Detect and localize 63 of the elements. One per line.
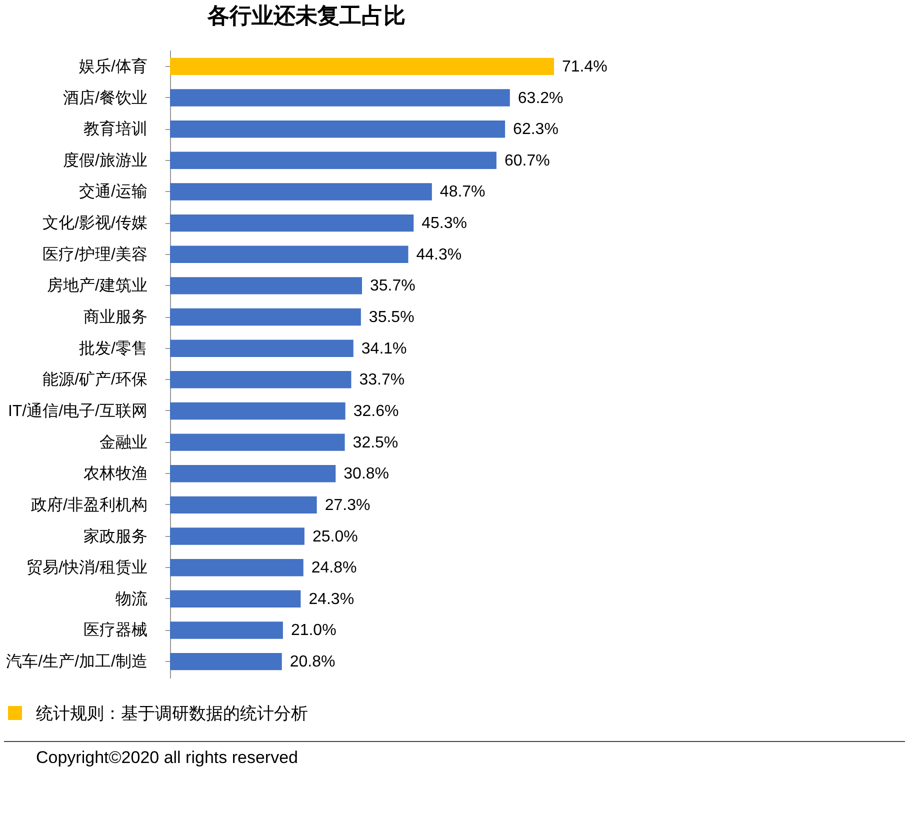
bar — [170, 277, 362, 294]
data-label: 48.7% — [440, 184, 486, 201]
data-label: 71.4% — [562, 58, 608, 76]
y-tick-label: 医疗器械 — [84, 621, 148, 640]
bar — [170, 402, 346, 420]
y-tick-label: 贸易/快消/租赁业 — [26, 558, 148, 577]
chart-title: 各行业还未复工占比 — [206, 3, 406, 28]
data-label: 30.8% — [344, 466, 390, 483]
bar — [170, 152, 496, 170]
bar — [170, 590, 301, 608]
y-tick-label: 物流 — [116, 590, 148, 608]
y-tick-label: 金融业 — [100, 433, 148, 452]
data-label: 60.7% — [504, 152, 550, 170]
y-tick-label: 教育培训 — [84, 120, 148, 138]
y-tick-label: 汽车/生产/加工/制造 — [6, 652, 148, 671]
y-tick-label: 房地产/建筑业 — [47, 276, 148, 295]
data-label: 45.3% — [422, 215, 468, 232]
y-tick-label: 文化/影视/传媒 — [42, 214, 148, 232]
text: Copyright©2020 all rights reserved — [36, 748, 299, 768]
bar — [170, 308, 361, 326]
bar — [170, 652, 282, 670]
data-label: 24.3% — [308, 590, 354, 608]
y-tick-label: 商业服务 — [84, 308, 148, 326]
y-tick-label: 能源/矿产/环保 — [42, 370, 148, 389]
bar — [170, 214, 414, 232]
data-label: 44.3% — [416, 246, 462, 264]
bar — [170, 120, 506, 138]
data-label: 33.7% — [359, 372, 405, 389]
y-tick-label: 娱乐/体育 — [79, 57, 148, 76]
bar — [170, 496, 317, 514]
data-label: 24.8% — [311, 560, 357, 577]
bar — [170, 89, 510, 106]
data-label: 25.0% — [312, 528, 358, 546]
y-tick-label: 酒店/餐饮业 — [63, 88, 148, 107]
bar — [170, 340, 354, 357]
data-label: 62.3% — [513, 121, 558, 138]
data-label: 21.0% — [290, 622, 336, 640]
y-tick-label: 政府/非盈利机构 — [31, 496, 148, 514]
bar — [170, 371, 352, 388]
data-label: 32.5% — [352, 434, 398, 452]
data-label: 35.7% — [370, 278, 416, 295]
y-tick-label: 交通/运输 — [79, 182, 148, 201]
bar — [170, 558, 304, 576]
data-label: 63.2% — [518, 90, 564, 107]
data-label: 27.3% — [324, 496, 370, 514]
data-label: 34.1% — [361, 340, 407, 358]
bar — [170, 183, 432, 200]
y-tick-label: 医疗/护理/美容 — [42, 245, 148, 264]
bar — [170, 465, 336, 482]
y-tick-label: 家政服务 — [84, 527, 148, 546]
bar — [170, 622, 283, 639]
data-label: 20.8% — [290, 654, 336, 671]
bar — [170, 246, 408, 263]
text: 统计规则：基于调研数据的统计分析 — [36, 702, 308, 724]
bar — [170, 58, 554, 76]
data-label: 32.6% — [353, 402, 399, 420]
bar — [170, 434, 345, 451]
y-tick-label: 度假/旅游业 — [63, 151, 148, 170]
y-tick-label: 批发/零售 — [79, 340, 148, 358]
y-tick-label: IT/通信/电子/互联网 — [8, 402, 148, 420]
data-label: 35.5% — [368, 309, 414, 326]
y-tick-label: 农林牧渔 — [84, 464, 148, 483]
bar — [170, 528, 304, 545]
